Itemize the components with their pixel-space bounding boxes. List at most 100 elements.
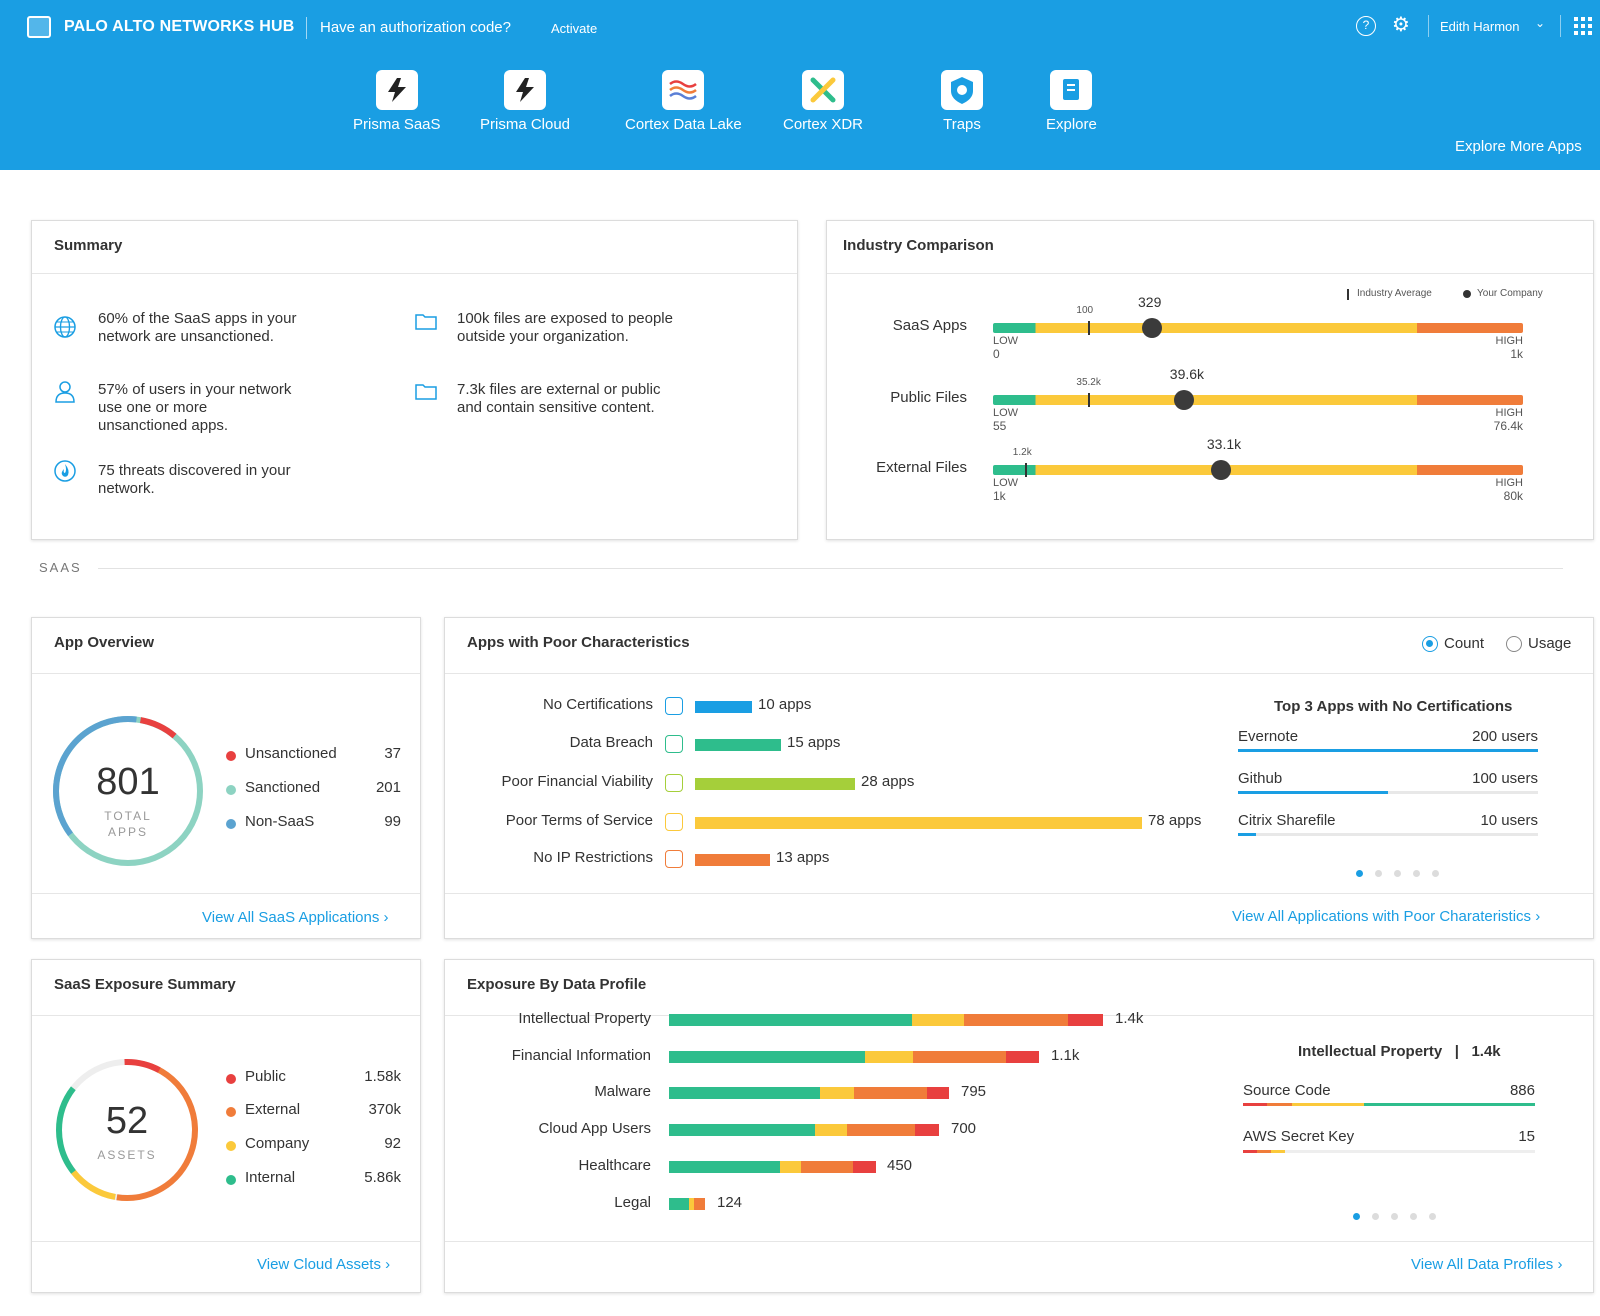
app-traps[interactable]: Traps: [941, 70, 983, 133]
summary-card: Summary 60% of the SaaS apps in your net…: [31, 220, 798, 540]
app-label: Explore: [1046, 116, 1097, 133]
summary-item: 75 threats discovered in your network.: [98, 462, 291, 498]
profile-bar-segment: [669, 1051, 865, 1063]
low-value: 55: [993, 419, 1007, 433]
explore-more-apps-link[interactable]: Explore More Apps: [1455, 138, 1582, 155]
legend-dot: [226, 1107, 236, 1117]
legend-label: External: [245, 1101, 301, 1118]
app-prisma-cloud[interactable]: Prisma Cloud: [480, 70, 570, 133]
summary-item: 100k files are exposed to people outside…: [457, 310, 673, 346]
certificate-icon: [665, 697, 683, 715]
profile-bar-segment: [820, 1087, 854, 1099]
top-header: PALO ALTO NETWORKS HUB Have an authoriza…: [0, 0, 1600, 170]
radio-usage[interactable]: [1506, 636, 1522, 652]
industry-range-bar: [993, 323, 1523, 333]
high-label: HIGH: [1495, 477, 1524, 489]
industry-average-value: 35.2k: [1076, 377, 1101, 388]
detail-seg: [1364, 1103, 1535, 1106]
profile-bar-value: 450: [887, 1157, 913, 1174]
terms-icon: [665, 813, 683, 831]
industry-row-label: External Files: [876, 459, 967, 476]
profile-bar-segment: [669, 1161, 780, 1173]
chevron-down-icon[interactable]: ⌄: [1535, 16, 1546, 30]
industry-range-bar: [993, 465, 1523, 475]
high-value: 76.4k: [1493, 419, 1523, 433]
link-label: View All SaaS Applications: [202, 909, 380, 926]
dollar-icon: [665, 774, 683, 792]
divider: [445, 893, 1593, 894]
summary-text: outside your organization.: [457, 328, 629, 345]
card-title: Industry Comparison: [843, 237, 994, 254]
industry-range-bar: [993, 395, 1523, 405]
industry-comparison-card: Industry Comparison Industry Average You…: [826, 220, 1594, 540]
low-label: LOW: [993, 477, 1019, 489]
view-all-saas-link[interactable]: View All SaaS Applications ›: [202, 909, 389, 926]
carousel-dots[interactable]: [1356, 864, 1451, 882]
explore-icon: [1050, 70, 1093, 110]
high-label: HIGH: [1495, 407, 1524, 419]
summary-text: 75 threats discovered in your: [98, 462, 291, 479]
divider: [32, 673, 420, 674]
detail-seg: [1267, 1103, 1292, 1106]
link-label: View All Applications with Poor Charater…: [1232, 908, 1532, 925]
top-app-bar-fill: [1238, 791, 1388, 794]
hub-logo-icon[interactable]: [27, 16, 51, 38]
user-menu[interactable]: Edith Harmon: [1440, 19, 1520, 34]
low-value: 0: [993, 347, 1000, 361]
radio-count[interactable]: [1422, 636, 1438, 652]
app-label: Cortex Data Lake: [625, 116, 742, 133]
card-title: App Overview: [54, 634, 155, 651]
header-divider: [1428, 15, 1429, 37]
top-apps-title: Top 3 Apps with No Certifications: [1274, 698, 1513, 715]
detail-seg: [1243, 1150, 1257, 1153]
poor-bar-value: 13 apps: [776, 849, 830, 866]
carousel-dots[interactable]: [1353, 1207, 1448, 1225]
legend-dot: [226, 785, 236, 795]
app-cortex-xdr[interactable]: Cortex XDR: [783, 70, 863, 133]
profile-bar-label: Financial Information: [511, 1047, 651, 1064]
activate-link[interactable]: Activate: [551, 21, 598, 36]
ip-icon: [665, 850, 683, 868]
view-all-poor-apps-link[interactable]: View All Applications with Poor Charater…: [1232, 908, 1540, 925]
app-explore[interactable]: Explore: [1046, 70, 1097, 133]
view-all-data-profiles-link[interactable]: View All Data Profiles ›: [1411, 1256, 1562, 1273]
summary-text: 57% of users in your network: [98, 381, 292, 398]
profile-bar-segment: [780, 1161, 801, 1173]
app-prisma-saas[interactable]: Prisma SaaS: [353, 70, 441, 133]
brand-title: PALO ALTO NETWORKS HUB: [64, 18, 295, 35]
summary-item: 60% of the SaaS apps in your network are…: [98, 310, 296, 346]
top-app-bar: [1238, 833, 1538, 836]
radio-count-label[interactable]: Count: [1444, 635, 1485, 652]
profile-bar-label: Malware: [594, 1083, 651, 1100]
gear-icon[interactable]: ⚙: [1392, 14, 1410, 36]
legend-label: Company: [245, 1135, 310, 1152]
profile-bar-segment: [865, 1051, 913, 1063]
poor-bar-label: Data Breach: [569, 734, 653, 751]
help-icon[interactable]: ?: [1356, 16, 1376, 36]
divider: [32, 893, 420, 894]
folder-icon: [415, 384, 437, 400]
legend-value: 92: [384, 1135, 401, 1152]
legend-dot: [226, 1074, 236, 1084]
link-label: View Cloud Assets: [257, 1256, 381, 1273]
divider: [445, 1241, 1593, 1242]
app-label: Prisma Cloud: [480, 116, 571, 133]
profile-bar-value: 124: [717, 1194, 743, 1211]
legend-value: 37: [384, 745, 401, 762]
globe-icon: [54, 316, 76, 338]
chevron-right-icon: ›: [1535, 908, 1541, 925]
divider: [445, 673, 1593, 674]
profile-bar-segment: [853, 1161, 876, 1173]
total-assets-value: 52: [105, 1100, 149, 1142]
total-apps-label: TOTAL APPS: [50, 808, 206, 840]
profile-detail-heading: Intellectual Property | 1.4k: [1298, 1043, 1501, 1060]
radio-usage-label[interactable]: Usage: [1528, 635, 1572, 652]
detail-value: 15: [1518, 1128, 1535, 1145]
view-cloud-assets-link[interactable]: View Cloud Assets ›: [257, 1256, 390, 1273]
app-cortex-data-lake[interactable]: Cortex Data Lake: [625, 70, 742, 133]
detail-bar-source-code: [1243, 1103, 1535, 1106]
auth-code-prompt: Have an authorization code?: [320, 19, 511, 36]
poor-bar-value: 78 apps: [1148, 812, 1202, 829]
folder-icon: [415, 314, 437, 330]
app-grid-icon[interactable]: [1574, 17, 1592, 35]
